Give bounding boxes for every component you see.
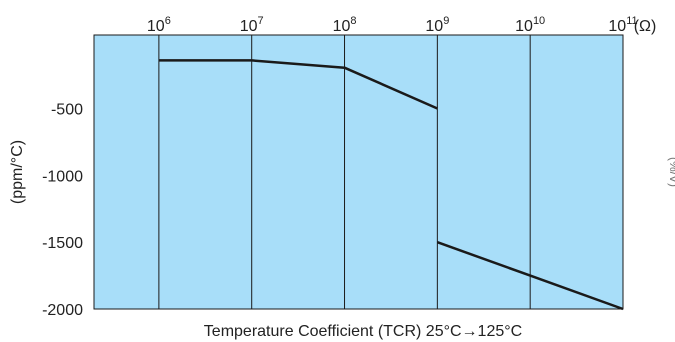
- x-tick-label: 108: [333, 15, 357, 35]
- y-tick-label: -1500: [42, 235, 83, 252]
- y-tick-label: -500: [51, 102, 83, 119]
- x-tick-label: 1011: [608, 15, 637, 35]
- y-axis-title: (ppm/°C): [9, 140, 26, 204]
- y-axis-ticks: -500 -1000 -1500 -2000: [42, 102, 83, 319]
- x-tick-label: 109: [425, 15, 449, 35]
- x-tick-label: 107: [240, 15, 264, 35]
- vertical-gridlines: [158, 35, 531, 309]
- y-tick-label: -1000: [42, 168, 83, 185]
- plot-area: [93, 34, 624, 310]
- data-lines: [158, 59, 624, 311]
- series-line-1: [158, 59, 438, 110]
- x-tick-label: 1010: [515, 15, 545, 35]
- x-axis-ticks: 106 107 108 109 1010 1011: [147, 15, 638, 35]
- x-unit-label: (Ω): [634, 18, 657, 35]
- x-axis-title: Temperature Coefficient (TCR) 25°C→125°C: [204, 323, 522, 340]
- x-tick-label: 106: [147, 15, 171, 35]
- stray-rotated-label: (%/V): [667, 157, 675, 187]
- y-tick-label: -2000: [42, 302, 83, 319]
- series-line-2: [436, 241, 624, 311]
